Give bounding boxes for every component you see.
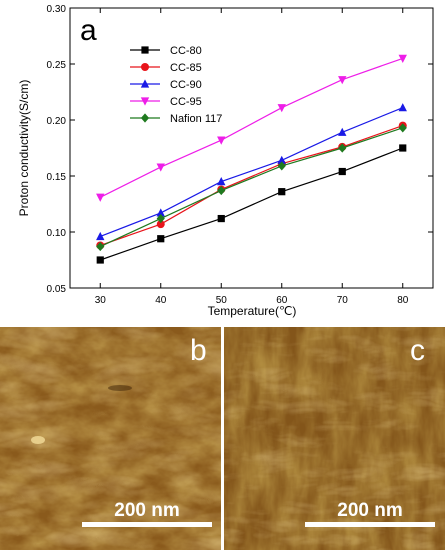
data-point xyxy=(217,185,226,196)
data-point xyxy=(398,123,407,133)
y-tick-label: 0.25 xyxy=(47,60,67,71)
legend-entry: CC-90 xyxy=(170,79,202,91)
data-point xyxy=(277,155,286,164)
series-line xyxy=(99,127,403,248)
series-nafion-117 xyxy=(96,123,407,252)
data-point xyxy=(277,161,286,171)
data-point xyxy=(338,76,347,85)
legend-marker xyxy=(141,63,149,71)
x-tick-label: 60 xyxy=(276,295,288,306)
scale-label-c: 200 nm xyxy=(337,500,402,521)
afm-image-b: b 200 nm xyxy=(0,327,221,550)
data-point xyxy=(156,163,165,172)
data-point xyxy=(338,167,346,176)
conductivity-chart: a 0.050.100.150.200.250.30 30 40 50 60 70 80 … xyxy=(17,4,434,318)
x-tick-label: 30 xyxy=(95,295,107,306)
data-point xyxy=(217,214,225,223)
panel-label-a: a xyxy=(80,14,97,47)
series-cc-85 xyxy=(96,121,407,250)
data-point xyxy=(338,143,347,153)
y-axis-ticks: 0.05 0.10 0.15 0.20 0.25 0.30 xyxy=(47,4,433,295)
data-point xyxy=(398,54,407,63)
legend-entry: CC-80 xyxy=(170,45,202,57)
x-tick-label: 40 xyxy=(155,295,167,306)
data-point xyxy=(277,104,286,113)
series-cc-80 xyxy=(96,144,407,264)
series-cc-90 xyxy=(96,103,407,241)
x-tick-label: 70 xyxy=(337,295,349,306)
legend-marker xyxy=(140,79,150,88)
legend-marker xyxy=(140,97,150,106)
scale-label-b: 200 nm xyxy=(114,500,179,521)
legend-entry: CC-95 xyxy=(170,96,202,108)
x-axis-ticks: 30 40 50 60 70 80 xyxy=(95,8,409,306)
panel-label-b: b xyxy=(190,334,207,367)
scale-bar-c xyxy=(305,522,435,527)
legend-entry: CC-85 xyxy=(170,62,202,74)
data-point xyxy=(217,177,226,186)
plot-frame xyxy=(69,7,434,289)
scale-bar-b xyxy=(82,522,212,527)
y-tick-label: 0.05 xyxy=(47,284,67,295)
y-tick-label: 0.30 xyxy=(47,4,67,15)
data-point xyxy=(217,136,226,145)
data-point xyxy=(398,103,407,112)
data-point xyxy=(96,256,104,264)
series-line xyxy=(100,147,403,261)
legend-marker xyxy=(141,46,149,54)
x-tick-label: 80 xyxy=(397,295,409,306)
series-group xyxy=(96,54,407,264)
data-point xyxy=(156,213,165,224)
legend: CC-80 CC-85 CC-90 CC-95 Nafion 117 xyxy=(130,45,222,125)
legend-entry: Nafion 117 xyxy=(170,113,222,125)
data-point xyxy=(96,193,105,202)
afm-image-c: c 200 nm xyxy=(224,327,445,550)
series-line xyxy=(99,57,403,198)
series-cc-95 xyxy=(96,54,407,202)
data-point xyxy=(156,208,165,217)
x-tick-label: 50 xyxy=(216,295,228,306)
data-point xyxy=(399,144,407,152)
series-line xyxy=(100,107,403,238)
panel-label-c: c xyxy=(410,334,425,367)
legend-marker xyxy=(140,113,150,123)
data-point xyxy=(96,241,105,252)
y-axis-label: Proton conductivity(S/cm) xyxy=(17,80,31,217)
series-line xyxy=(100,125,403,247)
data-point xyxy=(157,235,165,243)
y-tick-label: 0.10 xyxy=(47,228,67,239)
y-tick-label: 0.20 xyxy=(47,116,67,127)
data-point xyxy=(96,231,105,241)
data-point xyxy=(278,188,286,196)
data-point xyxy=(338,127,347,136)
y-tick-label: 0.15 xyxy=(47,172,67,183)
x-axis-label: Temperature(℃) xyxy=(208,304,297,318)
data-point xyxy=(156,220,165,229)
